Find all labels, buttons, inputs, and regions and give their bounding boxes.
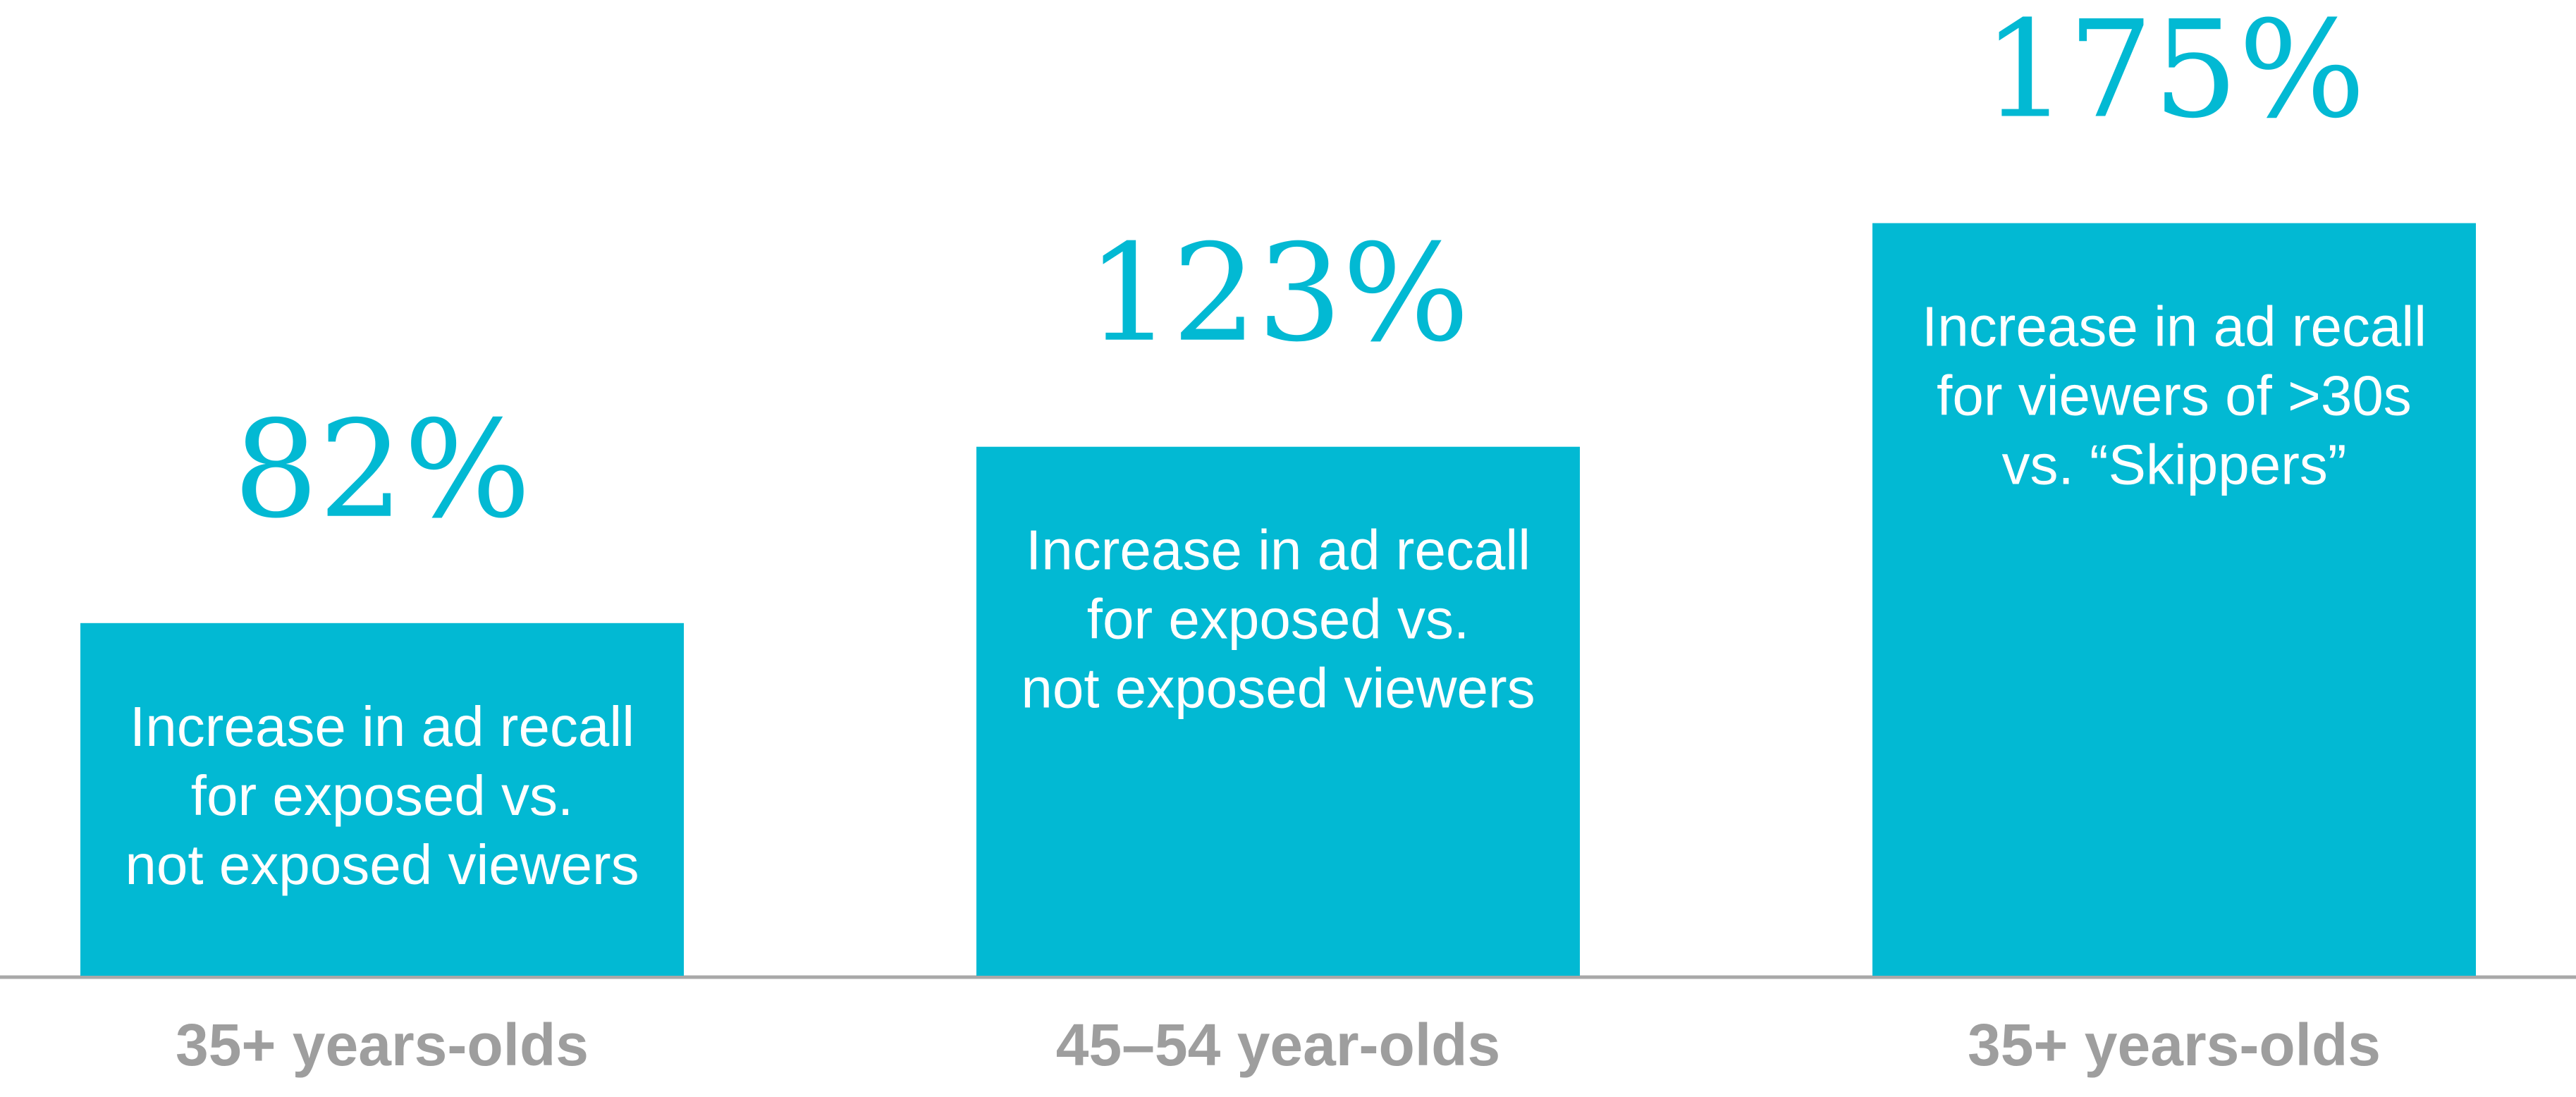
value-label: 123% [1086,216,1469,372]
bar-annotation: for exposed vs. [191,764,574,827]
bar [80,623,684,976]
value-label: 82% [233,392,531,548]
value-label: 175% [1982,0,2365,148]
bar-annotation: for viewers of >30s [1937,364,2412,427]
bar [1872,223,2476,976]
bar-annotation: not exposed viewers [1021,657,1535,720]
x-tick-label: 35+ years-olds [1968,1012,2381,1078]
bar-annotation: for exposed vs. [1087,588,1470,651]
bar-annotation: vs. “Skippers” [2002,434,2347,496]
bar-annotation: not exposed viewers [125,833,639,896]
bar-annotation: Increase in ad recall [1026,519,1531,582]
bar-annotation: Increase in ad recall [1922,295,2427,358]
bar-annotation: Increase in ad recall [130,695,634,758]
bar [976,446,1580,976]
x-tick-label: 45–54 year-olds [1056,1012,1500,1078]
x-tick-label: 35+ years-olds [176,1012,589,1078]
